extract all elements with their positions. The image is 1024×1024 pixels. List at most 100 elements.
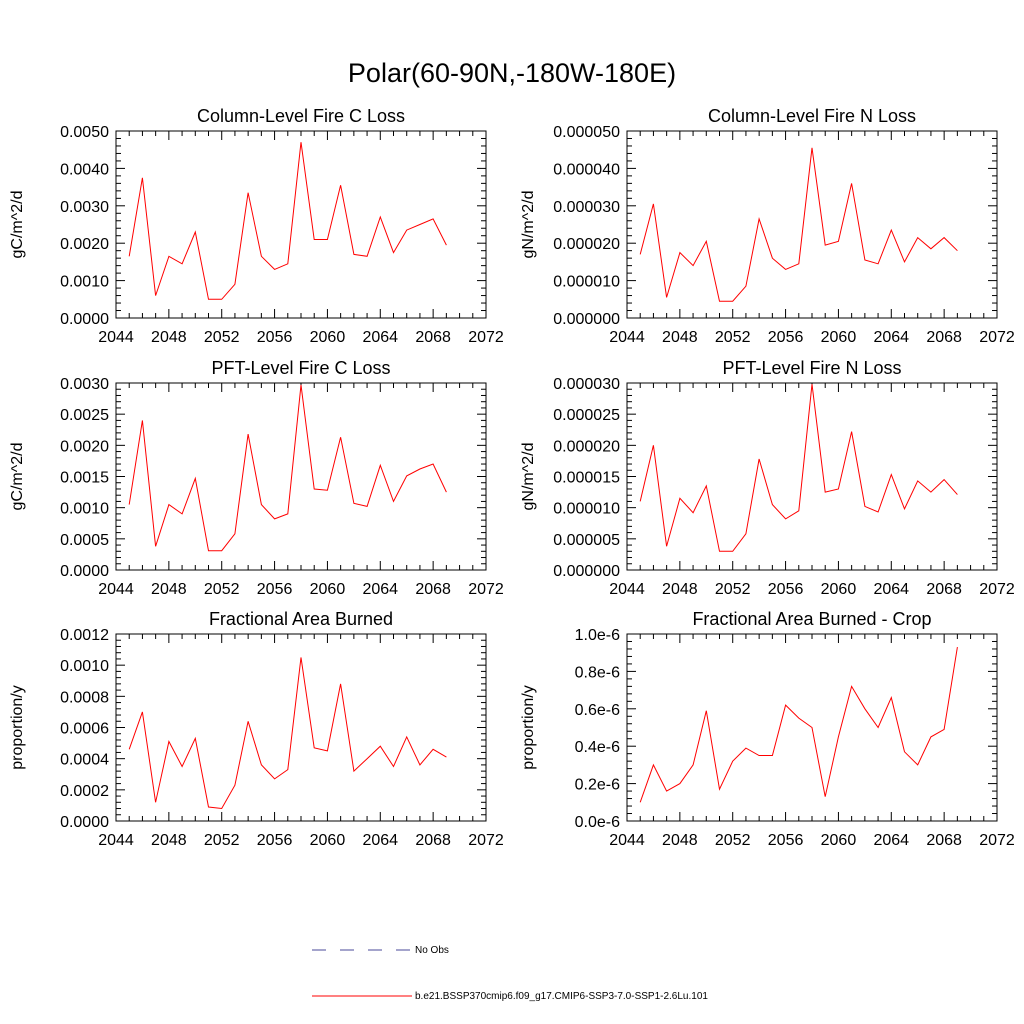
x-tick-label: 2064: [362, 329, 398, 346]
x-tick-label: 2068: [415, 581, 451, 598]
y-tick-label: 0.000040: [553, 161, 620, 178]
plot-frame: [115, 633, 487, 822]
x-tick-label: 2064: [873, 832, 909, 849]
y-tick-label: 0.000050: [553, 124, 620, 141]
series-line: [128, 657, 447, 810]
y-tick-label: 0.000025: [553, 407, 620, 424]
plot-frame: [115, 130, 487, 319]
y-tick-label: 0.0002: [60, 783, 109, 800]
x-tick-label: 2072: [468, 581, 504, 598]
x-tick-label: 2072: [468, 832, 504, 849]
x-tick-label: 2052: [204, 329, 240, 346]
y-tick-label: 0.0000: [60, 563, 109, 580]
x-tick-label: 2060: [821, 832, 857, 849]
panel-title: Fractional Area Burned: [209, 609, 393, 629]
series-line: [639, 147, 958, 302]
x-tick-label: 2072: [468, 329, 504, 346]
chart-panel: Fractional Area Burned 2044 2048 2052 2056 20…: [9, 609, 504, 849]
series-line: [128, 384, 447, 552]
y-axis-label: gN/m^2/d: [520, 443, 537, 511]
y-tick-label: 0.000000: [553, 311, 620, 328]
x-tick-label: 2044: [609, 581, 645, 598]
series-line: [128, 142, 447, 300]
x-tick-label: 2044: [98, 832, 134, 849]
x-tick-label: 2068: [926, 329, 962, 346]
panel-title: Column-Level Fire C Loss: [197, 106, 405, 126]
x-tick-label: 2064: [362, 832, 398, 849]
y-tick-label: 0.8e-6: [575, 664, 620, 681]
y-tick-label: 0.4e-6: [575, 739, 620, 756]
y-tick-label: 0.0020: [60, 236, 109, 253]
y-tick-label: 0.0000: [60, 814, 109, 831]
y-tick-label: 0.0000: [60, 311, 109, 328]
x-tick-label: 2072: [979, 329, 1015, 346]
y-tick-label: 0.000000: [553, 563, 620, 580]
y-tick-label: 0.0030: [60, 199, 109, 216]
x-tick-label: 2068: [926, 581, 962, 598]
y-tick-label: 0.0010: [60, 274, 109, 291]
y-tick-label: 0.000030: [553, 376, 620, 393]
x-tick-label: 2060: [310, 329, 346, 346]
x-tick-label: 2052: [715, 329, 751, 346]
x-tick-label: 2056: [257, 581, 293, 598]
x-tick-label: 2044: [609, 832, 645, 849]
y-tick-label: 0.000015: [553, 470, 620, 487]
x-tick-label: 2048: [151, 832, 187, 849]
x-tick-label: 2068: [926, 832, 962, 849]
x-tick-label: 2048: [151, 581, 187, 598]
x-tick-label: 2044: [98, 329, 134, 346]
y-tick-label: 0.000030: [553, 199, 620, 216]
x-tick-label: 2064: [873, 581, 909, 598]
x-tick-label: 2052: [204, 832, 240, 849]
y-tick-label: 0.0020: [60, 438, 109, 455]
x-tick-label: 2044: [98, 581, 134, 598]
plot-frame: [626, 130, 998, 319]
y-tick-label: 0.0006: [60, 721, 109, 738]
legend-label-no-obs: No Obs: [415, 945, 449, 956]
x-tick-label: 2064: [362, 581, 398, 598]
x-tick-label: 2060: [310, 581, 346, 598]
y-tick-label: 0.0004: [60, 752, 109, 769]
y-axis-label: gC/m^2/d: [9, 191, 26, 259]
chart-panel: Column-Level Fire N Loss 2044 2048 2052 2056…: [520, 106, 1015, 346]
y-tick-label: 0.0010: [60, 658, 109, 675]
y-tick-label: 0.0010: [60, 501, 109, 518]
chart-panel: PFT-Level Fire N Loss 2044 2048 2052 2056 206…: [520, 358, 1015, 598]
x-tick-label: 2056: [768, 581, 804, 598]
y-tick-label: 0.0040: [60, 161, 109, 178]
x-tick-label: 2060: [821, 581, 857, 598]
x-tick-label: 2048: [662, 832, 698, 849]
chart-panel: Fractional Area Burned - Crop 2044 2048 205…: [520, 609, 1015, 849]
y-tick-label: 0.000020: [553, 438, 620, 455]
y-tick-label: 0.0008: [60, 689, 109, 706]
x-tick-label: 2060: [310, 832, 346, 849]
x-tick-label: 2048: [662, 329, 698, 346]
panel-title: Column-Level Fire N Loss: [708, 106, 916, 126]
y-tick-label: 0.0050: [60, 124, 109, 141]
x-tick-label: 2068: [415, 329, 451, 346]
x-tick-label: 2048: [151, 329, 187, 346]
y-tick-label: 0.0e-6: [575, 814, 620, 831]
y-tick-label: 1.0e-6: [575, 627, 620, 644]
y-tick-label: 0.6e-6: [575, 702, 620, 719]
x-tick-label: 2072: [979, 832, 1015, 849]
x-tick-label: 2056: [768, 329, 804, 346]
x-tick-label: 2064: [873, 329, 909, 346]
series-line: [639, 384, 958, 552]
y-tick-label: 0.000005: [553, 532, 620, 549]
y-tick-label: 0.0015: [60, 470, 109, 487]
y-tick-label: 0.2e-6: [575, 777, 620, 794]
y-axis-label: gN/m^2/d: [520, 191, 537, 259]
panel-title: PFT-Level Fire N Loss: [722, 358, 901, 378]
plot-frame: [626, 382, 998, 571]
y-tick-label: 0.0025: [60, 407, 109, 424]
y-tick-label: 0.0030: [60, 376, 109, 393]
y-axis-label: proportion/y: [9, 685, 26, 770]
x-tick-label: 2048: [662, 581, 698, 598]
x-tick-label: 2052: [204, 581, 240, 598]
plot-frame: [115, 382, 487, 571]
x-tick-label: 2044: [609, 329, 645, 346]
series-line: [639, 647, 958, 803]
x-tick-label: 2056: [257, 329, 293, 346]
